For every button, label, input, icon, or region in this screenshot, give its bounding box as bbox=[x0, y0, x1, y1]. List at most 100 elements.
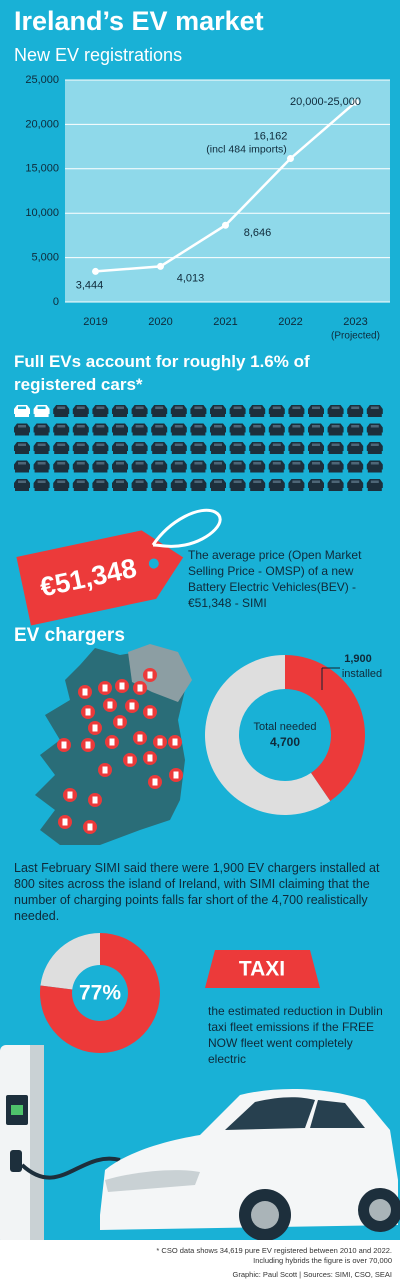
car-window bbox=[76, 406, 85, 409]
car-shape bbox=[72, 405, 89, 414]
value-label: 77% bbox=[79, 982, 121, 1005]
car-window bbox=[272, 425, 281, 428]
car-icon bbox=[308, 442, 324, 454]
car-wheels bbox=[367, 414, 382, 417]
car-icon bbox=[53, 423, 70, 436]
car-wheels bbox=[211, 432, 225, 436]
car-shape bbox=[327, 423, 344, 433]
car-shape bbox=[53, 442, 70, 451]
car-icon bbox=[131, 423, 148, 436]
car-wheels bbox=[367, 432, 382, 436]
car-wheels bbox=[348, 488, 363, 491]
car-window bbox=[253, 425, 262, 428]
car-wheels bbox=[367, 451, 382, 454]
grid: 0 5,000 10,000 15,000 20,000 25,000 bbox=[25, 74, 390, 308]
car-icon bbox=[92, 460, 109, 473]
car-shape bbox=[112, 423, 128, 433]
car-window bbox=[331, 462, 340, 465]
chart-title: New EV registrations bbox=[14, 45, 182, 65]
car-wheels bbox=[54, 469, 69, 473]
charger-pin-icon bbox=[62, 818, 68, 826]
car-window bbox=[351, 406, 360, 409]
car-icon bbox=[14, 405, 30, 417]
car-wheels bbox=[211, 469, 225, 473]
car-shape bbox=[131, 405, 148, 414]
car-icon bbox=[190, 442, 207, 454]
chargers-text: Last February SIMI said there were 1,900… bbox=[14, 861, 380, 923]
charger-pin-icon bbox=[147, 671, 153, 679]
car-window bbox=[214, 406, 222, 409]
car-shape bbox=[170, 479, 187, 488]
car-icon bbox=[72, 460, 89, 473]
car-shape bbox=[366, 405, 383, 414]
car-window bbox=[194, 425, 203, 428]
charger-pin-icon bbox=[137, 684, 143, 692]
car-shape bbox=[249, 442, 266, 451]
car-icon bbox=[170, 405, 187, 417]
car-wheels bbox=[54, 451, 69, 454]
car-window bbox=[37, 425, 46, 428]
car-wheels bbox=[132, 414, 147, 417]
x-tick-note: (Projected) bbox=[331, 331, 380, 342]
car-shape bbox=[190, 460, 207, 470]
car-wheels bbox=[230, 451, 245, 454]
car-wheels bbox=[230, 414, 245, 417]
car-icon bbox=[131, 479, 148, 491]
car-wheels bbox=[152, 432, 167, 436]
car-icon bbox=[268, 460, 285, 473]
car-window bbox=[174, 406, 183, 409]
car-shape bbox=[72, 423, 89, 433]
car-shape bbox=[210, 479, 226, 488]
value-label: 3,444 bbox=[76, 279, 104, 291]
car-window bbox=[18, 480, 26, 483]
page-title: Ireland’s EV market bbox=[14, 6, 264, 36]
car-wheels bbox=[73, 414, 88, 417]
car-shape bbox=[131, 442, 148, 451]
tag-hole bbox=[148, 558, 159, 569]
car-shape bbox=[268, 423, 285, 433]
car-icon bbox=[229, 405, 246, 417]
car-window bbox=[253, 462, 262, 465]
car-icon bbox=[308, 479, 324, 491]
charger-pin-icon bbox=[92, 796, 98, 804]
car-window bbox=[76, 425, 85, 428]
taxi-donut: 77% bbox=[39, 933, 160, 1053]
car-window bbox=[76, 443, 85, 446]
car-window bbox=[116, 406, 124, 409]
point bbox=[287, 154, 294, 162]
car-wheels bbox=[132, 469, 147, 473]
footer-band bbox=[0, 1240, 400, 1283]
car-icon bbox=[33, 442, 50, 454]
car-icon bbox=[366, 423, 383, 436]
car-shape bbox=[327, 479, 344, 488]
car-window bbox=[233, 462, 242, 465]
car-window bbox=[174, 462, 183, 465]
car-wheels bbox=[73, 488, 88, 491]
car-icon bbox=[229, 442, 246, 454]
car-shape bbox=[229, 423, 246, 433]
x-tick-label: 2023 bbox=[343, 316, 367, 328]
car-wheels bbox=[171, 414, 186, 417]
car-icons bbox=[14, 405, 383, 491]
car-wheels bbox=[289, 488, 304, 491]
car-shape bbox=[112, 479, 128, 488]
car-shape bbox=[170, 405, 187, 414]
car-icon bbox=[112, 405, 128, 417]
car-shape bbox=[229, 479, 246, 488]
car-icon bbox=[347, 442, 364, 454]
car-window bbox=[292, 406, 301, 409]
car-window bbox=[96, 443, 105, 446]
car-wheels bbox=[34, 432, 49, 436]
car-icon bbox=[33, 405, 50, 417]
car-wheels bbox=[269, 488, 284, 491]
car-icon bbox=[327, 405, 344, 417]
car-window bbox=[18, 443, 26, 446]
car-window bbox=[253, 480, 262, 483]
car-wheels bbox=[289, 414, 304, 417]
car-window bbox=[96, 462, 105, 465]
car-window bbox=[292, 480, 301, 483]
car-wheels bbox=[230, 432, 245, 436]
car-share-heading: Full EVs account for roughly 1.6% of reg… bbox=[14, 352, 310, 394]
car-icon bbox=[131, 442, 148, 454]
car-shape bbox=[92, 460, 109, 470]
